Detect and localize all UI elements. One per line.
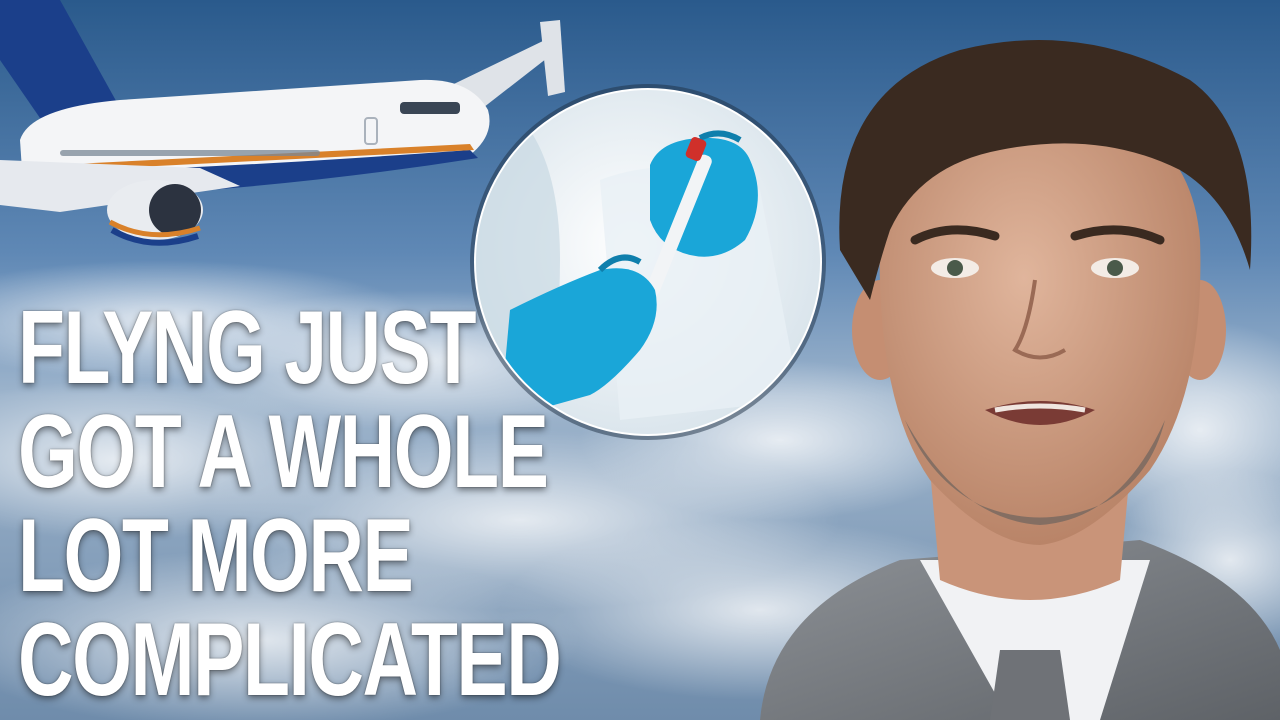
speaker-portrait-image: [760, 40, 1280, 720]
headline-line-3: LOT MORE: [18, 498, 414, 614]
headline: FLYNG JUST GOT A WHOLE LOT MORE COMPLICA…: [18, 290, 562, 718]
covid-swab-test-image: [470, 84, 826, 440]
headline-line-2: GOT A WHOLE: [18, 394, 549, 510]
airplane-image: [0, 0, 565, 246]
headline-line-1: FLYNG JUST: [18, 290, 477, 406]
headline-line-4: COMPLICATED: [18, 602, 562, 718]
